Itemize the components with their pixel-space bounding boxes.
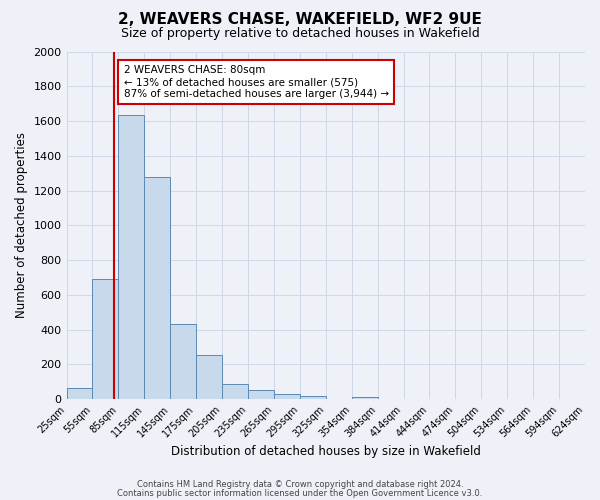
Y-axis label: Number of detached properties: Number of detached properties bbox=[15, 132, 28, 318]
Bar bbox=[300, 396, 326, 399]
Bar bbox=[118, 115, 145, 399]
Text: 2, WEAVERS CHASE, WAKEFIELD, WF2 9UE: 2, WEAVERS CHASE, WAKEFIELD, WF2 9UE bbox=[118, 12, 482, 28]
Bar bbox=[274, 394, 300, 399]
Bar bbox=[352, 396, 377, 399]
Bar bbox=[67, 388, 92, 399]
Text: Contains HM Land Registry data © Crown copyright and database right 2024.: Contains HM Land Registry data © Crown c… bbox=[137, 480, 463, 489]
Bar bbox=[145, 176, 170, 399]
Bar bbox=[92, 279, 118, 399]
Bar bbox=[222, 384, 248, 399]
Bar bbox=[196, 355, 222, 399]
X-axis label: Distribution of detached houses by size in Wakefield: Distribution of detached houses by size … bbox=[171, 444, 481, 458]
Text: 2 WEAVERS CHASE: 80sqm
← 13% of detached houses are smaller (575)
87% of semi-de: 2 WEAVERS CHASE: 80sqm ← 13% of detached… bbox=[124, 66, 389, 98]
Bar bbox=[170, 324, 196, 399]
Text: Size of property relative to detached houses in Wakefield: Size of property relative to detached ho… bbox=[121, 28, 479, 40]
Bar bbox=[248, 390, 274, 399]
Text: Contains public sector information licensed under the Open Government Licence v3: Contains public sector information licen… bbox=[118, 488, 482, 498]
